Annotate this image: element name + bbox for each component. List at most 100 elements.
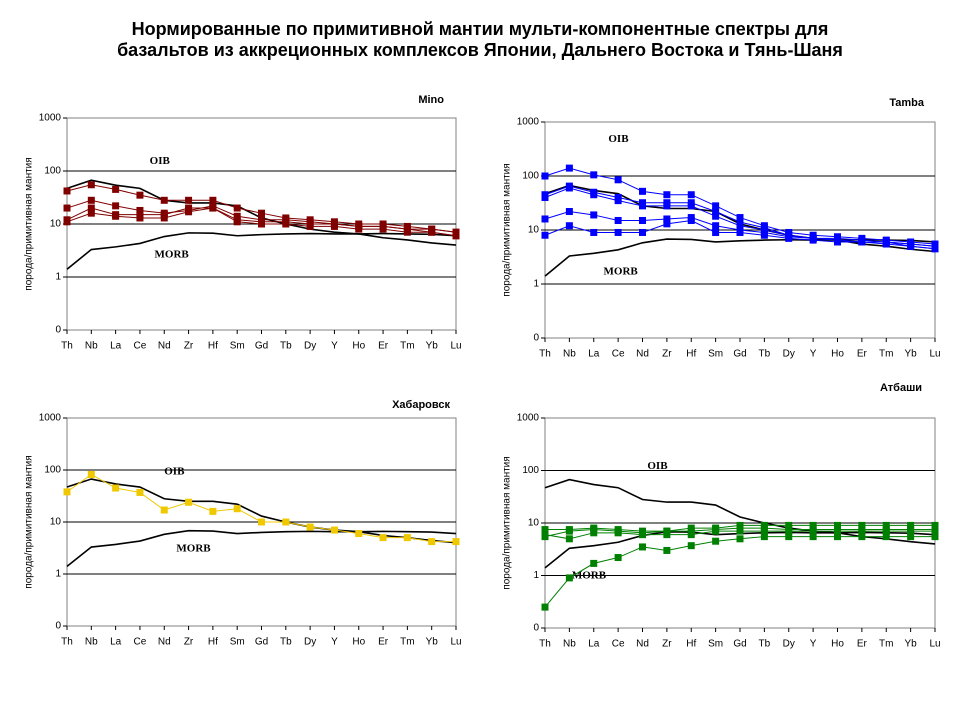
point bbox=[565, 184, 573, 192]
point bbox=[907, 526, 915, 534]
series-annotation: OIB bbox=[164, 465, 185, 477]
point bbox=[663, 215, 671, 223]
point bbox=[590, 526, 598, 534]
panel-title: Tamba bbox=[889, 97, 925, 109]
panel: Mino порода/примитивная мантия 0 1 10 100 1000… bbox=[24, 94, 462, 352]
point bbox=[809, 521, 817, 529]
point bbox=[687, 202, 695, 210]
point bbox=[185, 208, 193, 216]
point bbox=[614, 554, 622, 562]
point bbox=[112, 484, 120, 492]
point bbox=[209, 196, 217, 204]
point bbox=[931, 245, 939, 253]
x-tick-label: Y bbox=[331, 341, 338, 352]
x-tick-label: Yb bbox=[905, 349, 918, 360]
point bbox=[160, 506, 168, 514]
x-tick-label: Hf bbox=[686, 349, 696, 360]
y-tick-label: 1000 bbox=[39, 113, 62, 124]
point bbox=[760, 524, 768, 532]
x-tick-label: Ho bbox=[352, 341, 365, 352]
x-tick-label: Nd bbox=[636, 349, 649, 360]
point bbox=[63, 488, 71, 496]
x-tick-label: Gd bbox=[255, 341, 268, 352]
series-annotation: MORB bbox=[572, 569, 607, 581]
y-axis-label: порода/примитивная мантия bbox=[24, 455, 35, 588]
x-tick-label: Dy bbox=[304, 637, 316, 648]
point bbox=[258, 518, 265, 526]
series-annotation: OIB bbox=[150, 155, 171, 167]
point bbox=[306, 222, 314, 230]
x-tick-label: Nb bbox=[85, 341, 98, 352]
x-tick-label: Tb bbox=[759, 639, 771, 650]
x-tick-label: Zr bbox=[184, 341, 194, 352]
x-tick-label: Sm bbox=[708, 639, 723, 650]
x-tick-label: Dy bbox=[783, 639, 795, 650]
x-tick-label: Ho bbox=[831, 639, 844, 650]
x-tick-label: Ho bbox=[831, 349, 844, 360]
x-tick-label: Ho bbox=[352, 637, 365, 648]
y-axis-label: порода/примитивная мантия bbox=[502, 456, 513, 589]
point bbox=[614, 216, 622, 224]
point bbox=[712, 537, 720, 545]
point bbox=[87, 196, 95, 204]
point bbox=[663, 191, 671, 199]
point bbox=[687, 531, 695, 539]
x-tick-label: Nd bbox=[158, 637, 171, 648]
series-annotation: OIB bbox=[608, 133, 629, 145]
point bbox=[233, 505, 241, 513]
point bbox=[907, 521, 915, 529]
point bbox=[834, 521, 841, 529]
point bbox=[355, 225, 363, 233]
point bbox=[330, 526, 338, 534]
point bbox=[590, 228, 598, 236]
x-tick-label: Er bbox=[378, 637, 389, 648]
series-annotation: MORB bbox=[176, 542, 211, 554]
x-tick-label: Lu bbox=[929, 349, 940, 360]
x-tick-label: Th bbox=[61, 637, 73, 648]
point bbox=[809, 236, 817, 244]
panel: Хабаровск порода/примитивная мантия 0 1 10 10… bbox=[24, 399, 462, 648]
point bbox=[282, 220, 290, 228]
point bbox=[663, 531, 671, 539]
x-tick-label: Y bbox=[331, 637, 338, 648]
point bbox=[639, 543, 646, 551]
y-tick-label: 1 bbox=[533, 570, 539, 581]
point bbox=[565, 208, 573, 216]
x-tick-label: Tb bbox=[280, 341, 292, 352]
panel-title: Атбаши bbox=[880, 382, 922, 394]
panel-title: Mino bbox=[418, 94, 444, 106]
x-tick-label: Gd bbox=[255, 637, 268, 648]
x-tick-label: Hf bbox=[686, 639, 696, 650]
x-tick-label: Dy bbox=[304, 341, 316, 352]
x-tick-label: Zr bbox=[662, 349, 672, 360]
point bbox=[541, 533, 549, 541]
series-annotation: OIB bbox=[647, 460, 668, 472]
point bbox=[541, 603, 549, 611]
point bbox=[736, 218, 744, 226]
y-axis-label: порода/примитивная мантия bbox=[502, 163, 513, 296]
point bbox=[687, 542, 695, 550]
point bbox=[403, 228, 411, 236]
point bbox=[541, 172, 549, 180]
point bbox=[712, 208, 720, 216]
point bbox=[614, 197, 622, 205]
x-tick-label: Nd bbox=[636, 639, 649, 650]
x-tick-label: Er bbox=[378, 341, 389, 352]
point bbox=[565, 535, 573, 543]
point bbox=[112, 212, 120, 220]
x-tick-label: Ce bbox=[134, 637, 147, 648]
x-tick-label: La bbox=[110, 637, 122, 648]
point bbox=[760, 533, 768, 541]
point bbox=[663, 546, 671, 554]
point bbox=[452, 538, 460, 546]
point bbox=[136, 214, 144, 222]
point bbox=[614, 228, 622, 236]
point bbox=[63, 187, 71, 195]
point bbox=[160, 214, 168, 222]
y-tick-label: 10 bbox=[50, 219, 62, 230]
point bbox=[428, 538, 436, 546]
x-tick-label: Y bbox=[810, 639, 817, 650]
series-annotation: MORB bbox=[604, 266, 639, 278]
point bbox=[428, 228, 436, 236]
point bbox=[565, 222, 573, 230]
